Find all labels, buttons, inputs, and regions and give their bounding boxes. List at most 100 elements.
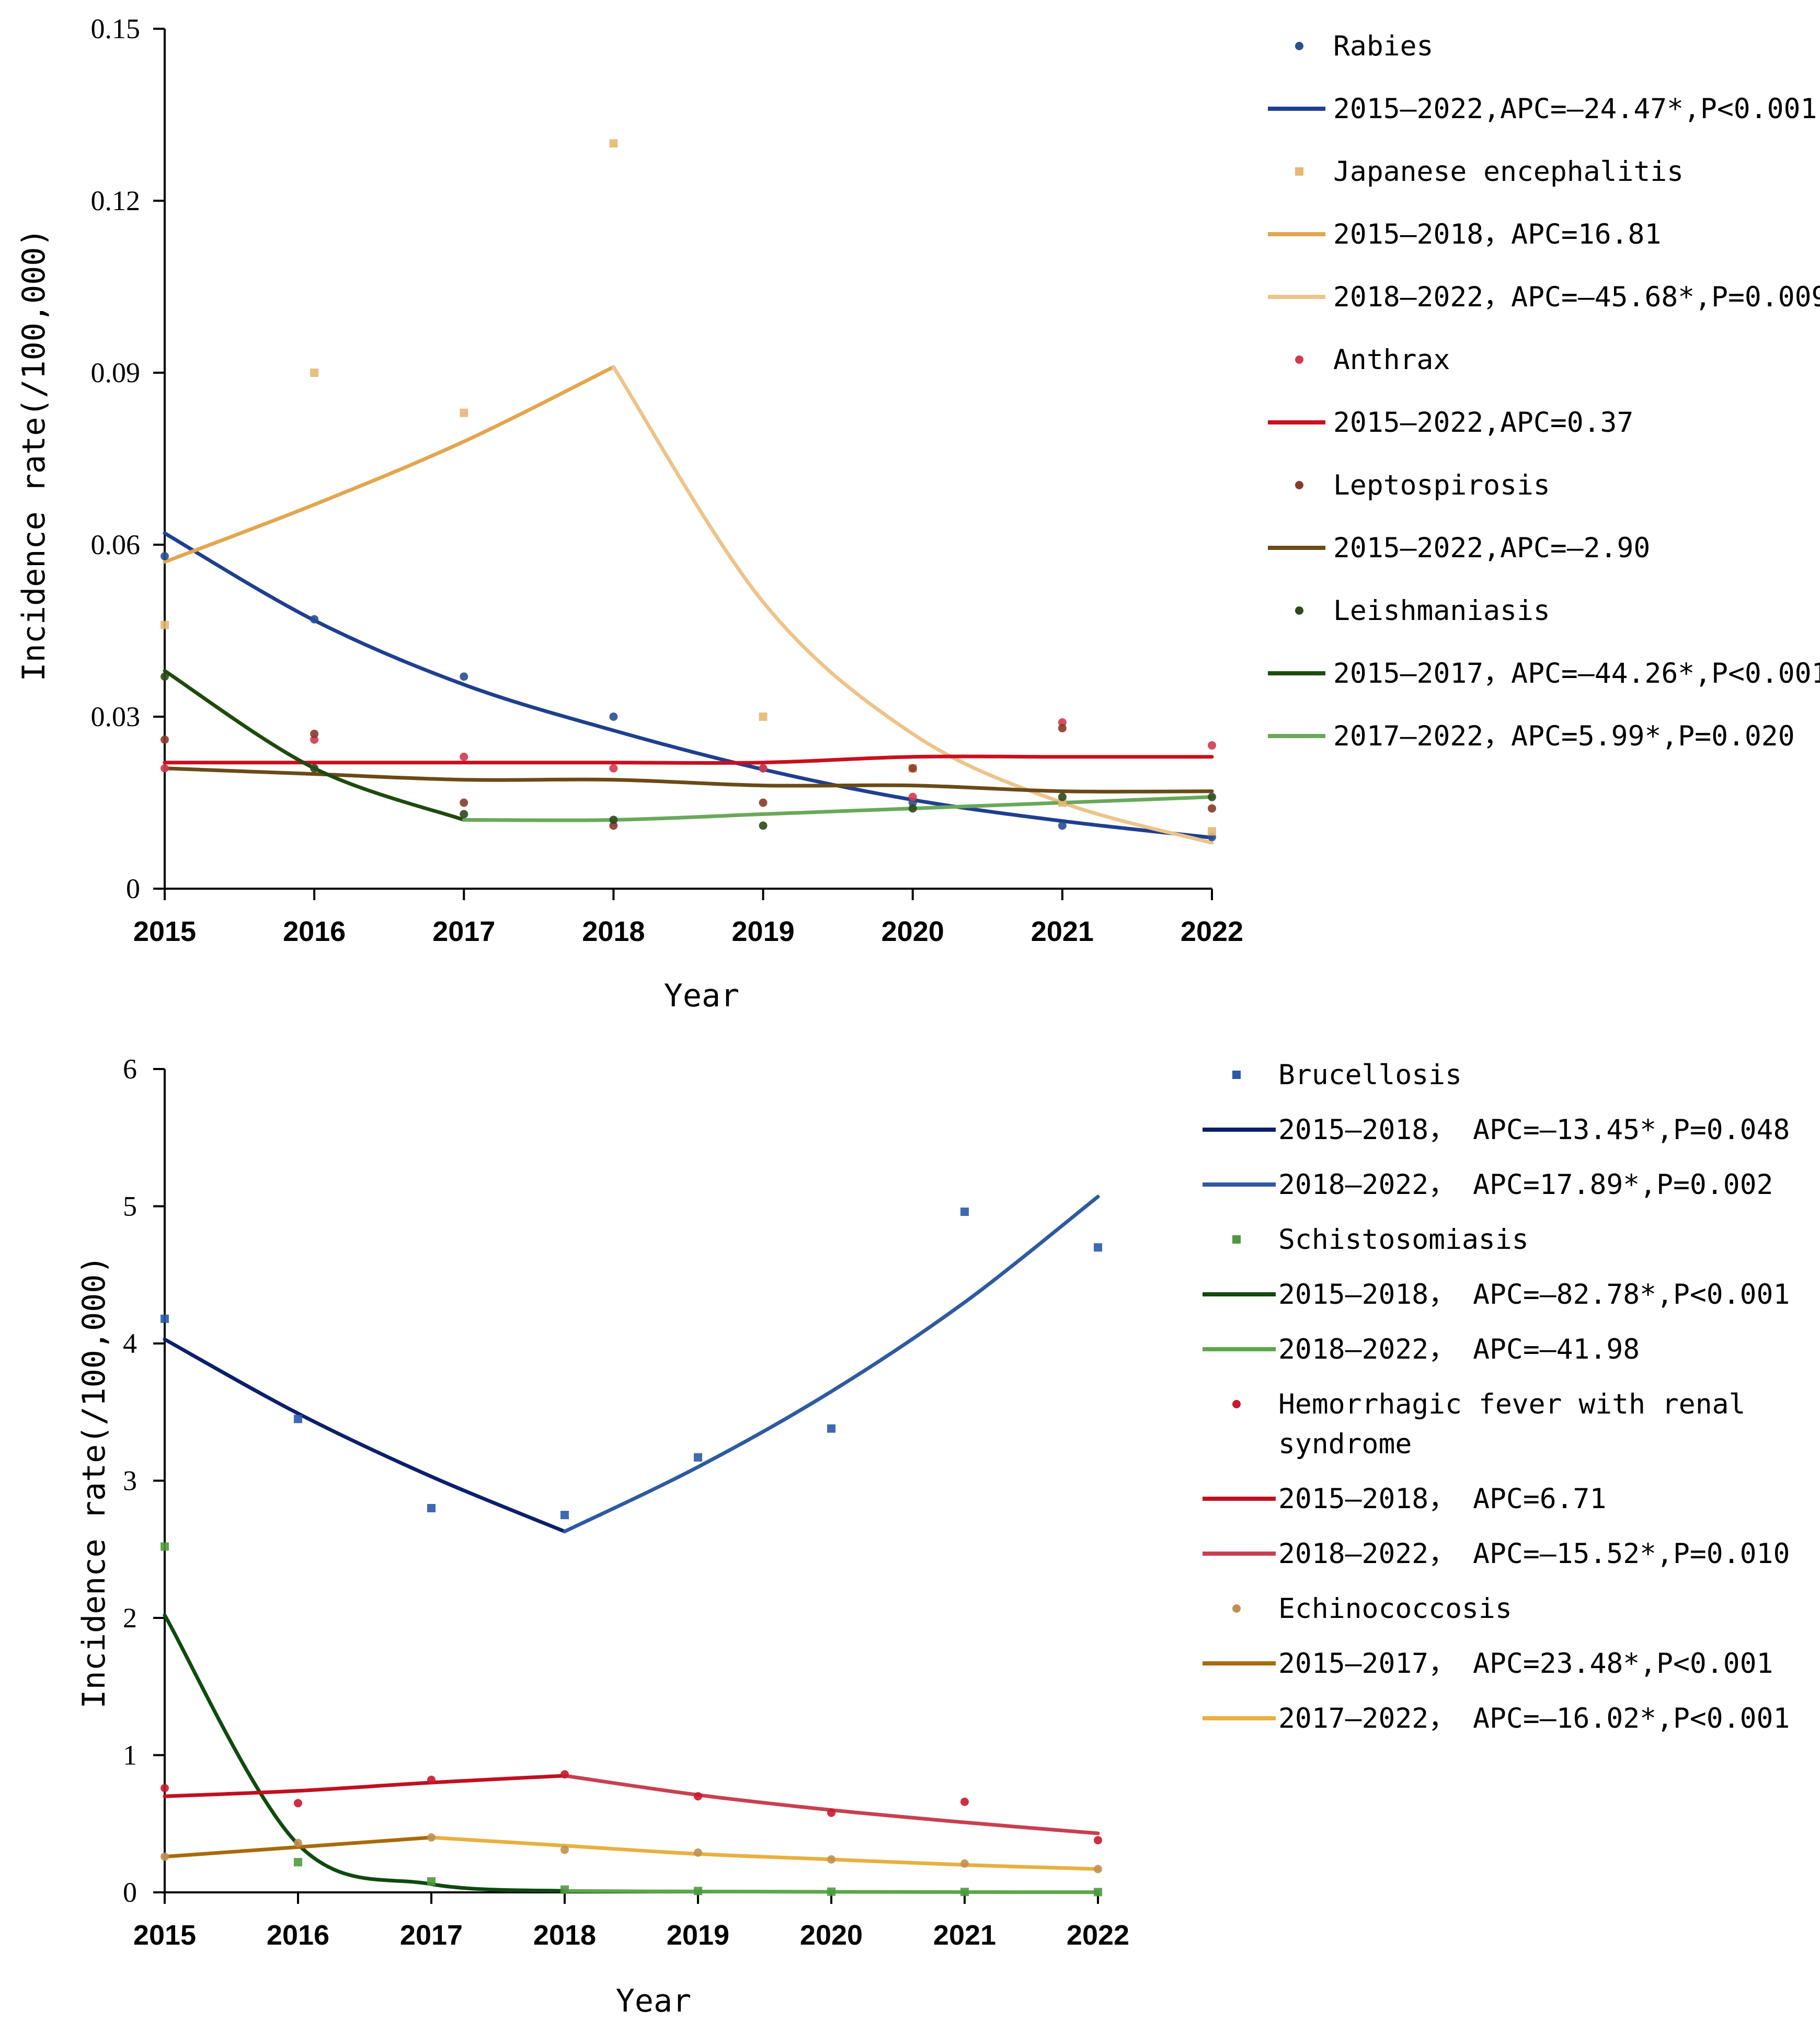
- x-tick-label: 2019: [667, 1920, 729, 1951]
- legend-label: 2018—2022， APC=—15.52*,P=0.010: [1278, 1538, 1790, 1570]
- data-point: [161, 764, 169, 773]
- x-tick-label: 2020: [882, 916, 944, 947]
- data-point: [161, 1784, 169, 1793]
- trend-line-1-5-2: [462, 795, 1214, 822]
- data-point: [960, 1797, 969, 1806]
- legend-marker: [1295, 481, 1303, 489]
- trend-line-1-3-1: [163, 754, 1214, 765]
- data-point: [161, 621, 169, 629]
- data-point: [560, 1511, 569, 1520]
- legend-label: 2015—2018， APC=6.71: [1278, 1483, 1606, 1515]
- legend-marker: [1295, 355, 1303, 364]
- chart-2: 0 1 2 3 4 5 6 2015 2016 2017 2018 2019 2020 2021 2022 Y…: [76, 1053, 1790, 2019]
- trend-line-1-1-1: [163, 531, 1214, 840]
- data-point: [1208, 792, 1216, 801]
- data-point: [609, 821, 618, 830]
- data-point: [609, 815, 618, 824]
- data-point: [161, 1314, 169, 1323]
- x-tick-label: 2022: [1181, 916, 1243, 947]
- data-point: [1208, 741, 1216, 750]
- legend-marker: [1232, 1071, 1241, 1079]
- data-point: [1094, 1243, 1102, 1252]
- legend-label: 2015—2017，APC=—44.26*,P<0.001: [1333, 658, 1820, 690]
- x-tick-label: 2019: [732, 916, 795, 947]
- data-point: [560, 1885, 569, 1894]
- data-point: [460, 752, 468, 761]
- legend-label: Rabies: [1333, 30, 1433, 62]
- y-tick-label: 0.06: [91, 529, 141, 560]
- data-point: [908, 764, 917, 773]
- y-tick-label: 2: [123, 1602, 137, 1634]
- data-point: [560, 1845, 569, 1854]
- data-point: [460, 672, 468, 681]
- legend-label: 2015—2017， APC=23.48*,P<0.001: [1278, 1648, 1773, 1680]
- data-point: [460, 810, 468, 819]
- legend-marker: [1232, 1400, 1241, 1408]
- legend-marker: [1232, 1235, 1241, 1244]
- legend-label: 2018—2022， APC=17.89*,P=0.002: [1278, 1169, 1773, 1201]
- data-point: [609, 713, 618, 721]
- data-point: [609, 764, 618, 773]
- y-tick-label: 5: [123, 1191, 137, 1222]
- trend-line-2-1-2: [563, 1194, 1100, 1534]
- data-point: [560, 1770, 569, 1779]
- legend-label: Brucellosis: [1278, 1059, 1462, 1091]
- x-tick-label: 2020: [800, 1920, 863, 1951]
- data-point: [294, 1415, 302, 1423]
- data-point: [310, 735, 319, 744]
- trend-line-1-2-2: [611, 365, 1214, 845]
- data-point: [908, 798, 917, 807]
- x-axis-title: Year: [664, 978, 740, 1014]
- data-point: [161, 552, 169, 560]
- data-point: [827, 1887, 835, 1896]
- data-point: [827, 1808, 835, 1817]
- data-point: [1094, 1888, 1102, 1897]
- y-tick-label: 0.15: [91, 13, 141, 44]
- data-point: [827, 1424, 835, 1433]
- x-tick-label: 2016: [283, 916, 346, 947]
- legend-label: 2017—2022，APC=5.99*,P=0.020: [1333, 720, 1795, 752]
- data-point: [1094, 1865, 1102, 1874]
- legend-label: 2018—2022， APC=—41.98: [1278, 1334, 1640, 1365]
- data-point: [759, 821, 768, 830]
- data-point: [960, 1859, 969, 1868]
- trend-line-2-3-1: [163, 1774, 567, 1798]
- data-point: [161, 672, 169, 681]
- data-point: [427, 1775, 436, 1784]
- data-point: [310, 615, 319, 624]
- data-point: [827, 1855, 835, 1864]
- data-point: [161, 1542, 169, 1551]
- legend-label: 2015—2022,APC=—24.47*,P<0.001: [1333, 93, 1817, 125]
- legend-marker: [1295, 42, 1303, 50]
- data-point: [694, 1848, 702, 1857]
- data-point: [161, 1852, 169, 1861]
- trend-line-1-4-1: [163, 766, 1214, 794]
- data-point: [960, 1208, 969, 1216]
- data-point: [1058, 723, 1067, 732]
- trend-line-1-5-1: [163, 669, 466, 822]
- legend-label: Japanese encephalitis: [1333, 156, 1684, 188]
- legend-label: Leishmaniasis: [1333, 595, 1550, 627]
- y-tick-label: 0.03: [91, 701, 141, 732]
- x-tick-label: 2018: [582, 916, 645, 947]
- y-axis-title: Incidence rate(/100,000): [76, 1256, 112, 1709]
- legend-label: syndrome: [1278, 1428, 1412, 1460]
- x-tick-label: 2015: [133, 916, 196, 947]
- y-tick-label: 0.12: [91, 185, 141, 216]
- legend-label: 2017—2022， APC=—16.02*,P<0.001: [1278, 1703, 1790, 1734]
- legend-marker: [1295, 606, 1303, 615]
- data-point: [694, 1887, 702, 1895]
- data-point: [460, 798, 468, 807]
- y-axis-title: Incidence rate(/100,000): [16, 228, 52, 682]
- trend-line-2-2-1: [163, 1613, 567, 1893]
- y-tick-label: 0.09: [91, 357, 141, 388]
- data-point: [1208, 827, 1216, 836]
- data-point: [294, 1839, 302, 1847]
- data-point: [759, 798, 768, 807]
- legend-marker: [1295, 167, 1303, 176]
- y-tick-label: 1: [123, 1740, 137, 1771]
- legend-marker: [1232, 1604, 1241, 1613]
- data-point: [694, 1453, 702, 1462]
- legend-label: Leptospirosis: [1333, 469, 1550, 501]
